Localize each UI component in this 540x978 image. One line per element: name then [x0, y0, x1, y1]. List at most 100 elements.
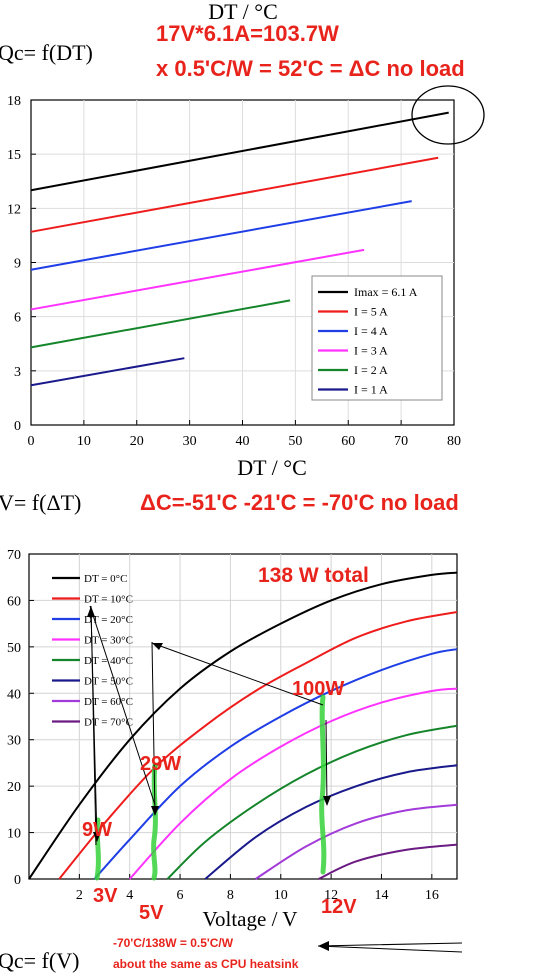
annot-138w-total: 138 W total — [258, 564, 369, 587]
chart2-legend-label: DT = 20°C — [84, 614, 133, 626]
chart1-legend: Imax = 6.1 A I = 5 A I = 4 A I = 3 A I = 2 A… — [318, 285, 418, 397]
chart1-series-line — [30, 299, 291, 349]
chart1-y-tick-label: 12 — [7, 202, 21, 217]
chart1-ticks: 0 10 20 30 40 50 60 70 80 0 3 6 9 12 15 18 — [7, 94, 461, 449]
chart2-legend-label: DT = 70°C — [84, 717, 133, 729]
chart2-series-line — [166, 724, 458, 880]
note-ratio: -70'C/138W = 0.5'C/W — [113, 936, 234, 950]
arrow-3v-down — [90, 609, 98, 841]
chart1-legend-label: I = 2 A — [354, 363, 388, 377]
chart1-x-tick-label: 50 — [288, 434, 302, 449]
chart2-y-tick-label: 0 — [14, 873, 21, 888]
chart2-x-tick-label: 14 — [374, 888, 388, 903]
chart2-series-line — [318, 843, 458, 880]
qc-v-label: Qc= f(V) — [0, 948, 79, 973]
top-dt-header: DT / °C — [208, 0, 278, 24]
chart2-series-line — [93, 648, 458, 880]
chart1-x-tick-label: 30 — [183, 434, 197, 449]
annot-9w: 9W — [82, 819, 112, 841]
chart1-x-tick-label: 80 — [447, 434, 461, 449]
arrow-head-3 — [323, 796, 331, 806]
chart2-legend-label: DT = 60°C — [84, 696, 133, 708]
chart2-series-line — [58, 611, 458, 880]
chart2-series-line — [128, 687, 458, 880]
arrow-12v-down — [325, 719, 328, 806]
chart1-legend-box — [311, 275, 443, 401]
chart1-y-tick-label: 18 — [7, 94, 21, 109]
chart2-x-tick-label: 2 — [76, 888, 83, 903]
chart1-y-tick-label: 15 — [7, 148, 21, 163]
qc-vs-voltage-chart: 2 4 6 8 10 12 14 16 0 10 20 30 40 50 60 70 DT = 0°C DT =… — [7, 548, 458, 931]
chart2-legend-label: DT = 10°C — [84, 594, 133, 606]
arrow-bottom-left — [317, 942, 463, 953]
arrow-12v-to-legend — [151, 642, 324, 706]
chart2-legend-label: DT = 30°C — [84, 635, 133, 647]
arrow-heads — [87, 606, 331, 951]
chart2-x-tick-label: 8 — [227, 888, 234, 903]
chart1-x-tick-label: 70 — [394, 434, 408, 449]
chart2-y-tick-label: 60 — [7, 594, 21, 609]
chart2-y-tick-label: 10 — [7, 827, 21, 842]
chart2-x-axis-label: Voltage / V — [203, 907, 298, 931]
chart2-x-tick-label: 10 — [274, 888, 288, 903]
highlight-3v — [94, 817, 101, 881]
chart1-legend-label: I = 3 A — [354, 344, 388, 358]
chart2-legend-label: DT = 50°C — [84, 676, 133, 688]
chart1-y-tick-label: 0 — [14, 419, 21, 434]
note-heatsink: about the same as CPU heatsink — [113, 957, 299, 971]
chart1-legend-label: I = 1 A — [354, 383, 388, 397]
arrow-head-4 — [151, 806, 159, 816]
chart1-series-line — [30, 111, 449, 192]
chart1-series-line — [30, 156, 439, 233]
qc-vs-dt-chart: 0 10 20 30 40 50 60 70 80 0 3 6 9 12 15 18 Imax = 6.1 A… — [7, 94, 461, 480]
chart2-series — [28, 571, 458, 880]
chart1-x-tick-label: 20 — [130, 434, 144, 449]
chart1-gridlines — [31, 100, 454, 425]
chart2-legend-label: DT = 0°C — [84, 573, 127, 585]
formula-power: 17V*6.1A=103.7W — [156, 21, 339, 46]
chart2-y-tick-label: 50 — [7, 641, 21, 656]
annot-5v: 5V — [139, 902, 164, 924]
chart1-legend-label: Imax = 6.1 A — [354, 285, 418, 299]
chart1-series-line — [30, 200, 412, 271]
chart1-x-axis-label: DT / °C — [237, 455, 307, 480]
chart1-series — [30, 111, 449, 387]
annot-3v: 3V — [93, 885, 118, 907]
formula-delta: x 0.5'C/W = 52'C = ΔC no load — [156, 56, 465, 81]
chart1-x-tick-label: 40 — [236, 434, 250, 449]
chart1-x-tick-label: 10 — [77, 434, 91, 449]
arrow-5v-up — [89, 605, 156, 806]
chart1-series-line — [30, 248, 365, 311]
chart2-y-tick-label: 20 — [7, 780, 21, 795]
annot-12v: 12V — [321, 896, 357, 918]
chart2-series-line — [28, 571, 458, 880]
chart2-x-tick-label: 4 — [126, 888, 133, 903]
arrow-head-1 — [87, 606, 95, 617]
v-delta-t-label: V= f(ΔT) — [0, 490, 81, 515]
chart1-legend-label: I = 5 A — [354, 305, 388, 319]
chart1-y-tick-label: 3 — [14, 365, 21, 380]
chart2-x-tick-label: 16 — [425, 888, 439, 903]
chart2-plot-frame — [28, 553, 458, 880]
chart1-legend-label: I = 4 A — [354, 324, 388, 338]
chart1-series-line — [30, 357, 185, 387]
arrow-5v-down — [151, 641, 156, 816]
delta-formula: ΔC=-51'C -21'C = -70'C no load — [140, 490, 459, 515]
arrow-head-2 — [152, 643, 163, 650]
chart2-y-tick-label: 30 — [7, 734, 21, 749]
arrow-head-6 — [318, 941, 329, 951]
annot-29w: 29W — [140, 753, 181, 775]
highlight-12v — [319, 694, 327, 875]
annot-100w: 100W — [292, 678, 344, 700]
circle-annotation — [411, 85, 485, 145]
chart1-y-tick-label: 6 — [14, 311, 21, 326]
chart2-y-tick-label: 40 — [7, 687, 21, 702]
chart2-x-tick-label: 12 — [324, 888, 338, 903]
chart1-x-tick-label: 0 — [28, 434, 35, 449]
arrow-annotations — [89, 605, 463, 953]
chart1-x-tick-label: 60 — [341, 434, 355, 449]
qc-dt-label: Qc= f(DT) — [0, 40, 93, 65]
chart2-x-tick-label: 6 — [177, 888, 184, 903]
arrow-head-5 — [93, 832, 101, 842]
